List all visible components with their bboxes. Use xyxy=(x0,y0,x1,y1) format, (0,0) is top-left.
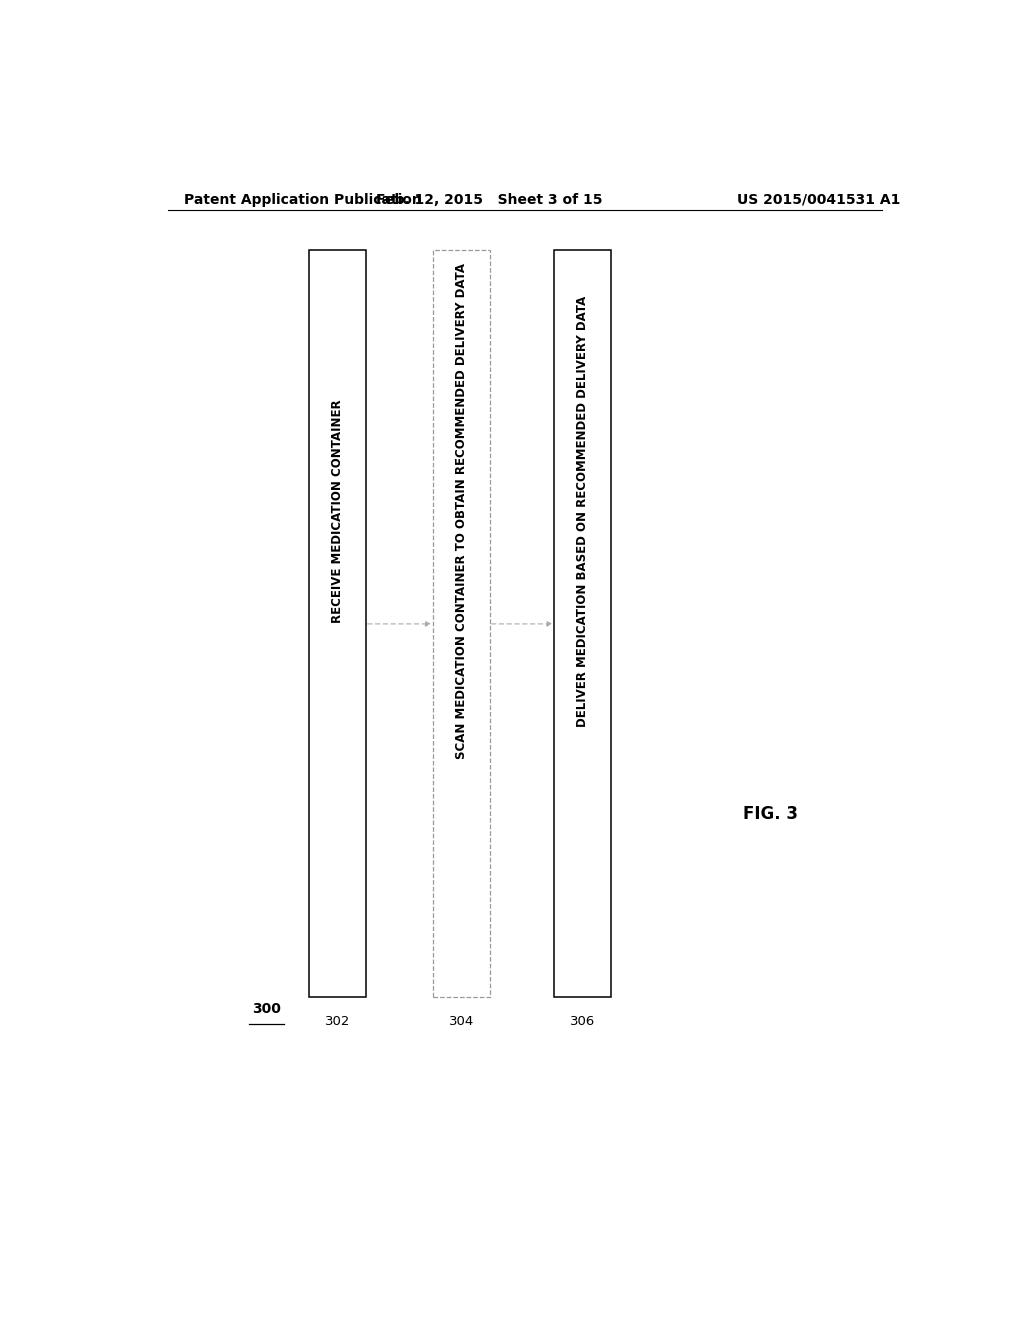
Text: Feb. 12, 2015   Sheet 3 of 15: Feb. 12, 2015 Sheet 3 of 15 xyxy=(376,193,602,206)
Text: Patent Application Publication: Patent Application Publication xyxy=(183,193,421,206)
Bar xyxy=(309,249,367,997)
Text: SCAN MEDICATION CONTAINER TO OBTAIN RECOMMENDED DELIVERY DATA: SCAN MEDICATION CONTAINER TO OBTAIN RECO… xyxy=(455,264,468,759)
Text: FIG. 3: FIG. 3 xyxy=(743,805,799,822)
Text: 300: 300 xyxy=(253,1002,282,1016)
Text: RECEIVE MEDICATION CONTAINER: RECEIVE MEDICATION CONTAINER xyxy=(331,400,344,623)
Text: DELIVER MEDICATION BASED ON RECOMMENDED DELIVERY DATA: DELIVER MEDICATION BASED ON RECOMMENDED … xyxy=(577,296,589,727)
Bar xyxy=(433,249,489,997)
Text: 306: 306 xyxy=(570,1015,595,1028)
Text: 302: 302 xyxy=(325,1015,350,1028)
Text: US 2015/0041531 A1: US 2015/0041531 A1 xyxy=(736,193,900,206)
Bar xyxy=(554,249,611,997)
Text: 304: 304 xyxy=(449,1015,474,1028)
